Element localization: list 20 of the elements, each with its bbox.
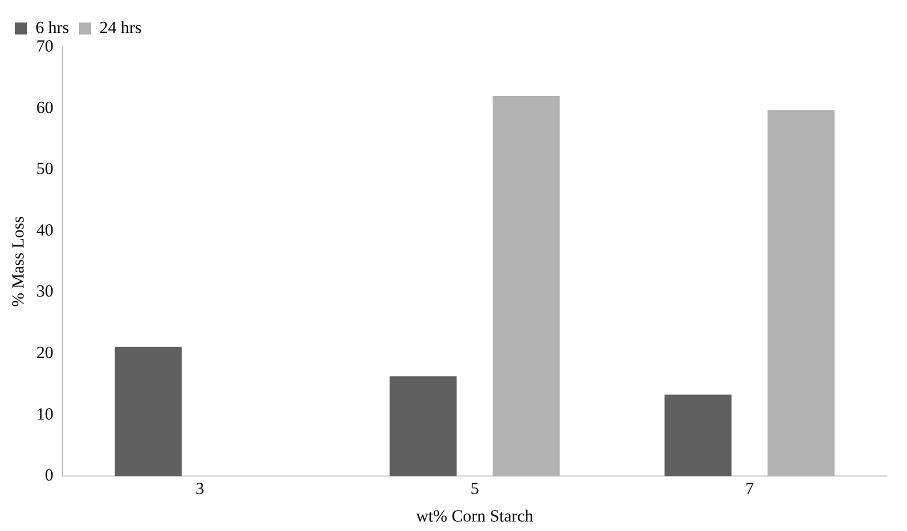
y-tick-label: 60 [36, 98, 54, 117]
bar [664, 394, 732, 476]
legend-label: 6 hrs [36, 18, 70, 37]
bar [114, 346, 182, 476]
y-tick-label: 50 [36, 159, 54, 178]
y-tick-label: 20 [36, 343, 54, 362]
y-axis-title: % Mass Loss [8, 216, 28, 307]
y-tick-label: 40 [36, 220, 54, 240]
x-axis-title: wt% Corn Starch [416, 506, 534, 526]
y-tick-label: 10 [36, 404, 54, 424]
x-tick-label: 3 [196, 478, 204, 498]
x-tick-label: 7 [745, 478, 754, 498]
x-tick-label: 5 [470, 478, 479, 498]
bar [492, 96, 560, 476]
bar [768, 110, 835, 476]
y-tick-label: 0 [44, 466, 54, 485]
y-tick-label: 70 [36, 36, 54, 56]
legend-label: 24 hrs [100, 18, 142, 37]
bar [390, 376, 457, 476]
y-tick-label: 30 [36, 282, 54, 301]
